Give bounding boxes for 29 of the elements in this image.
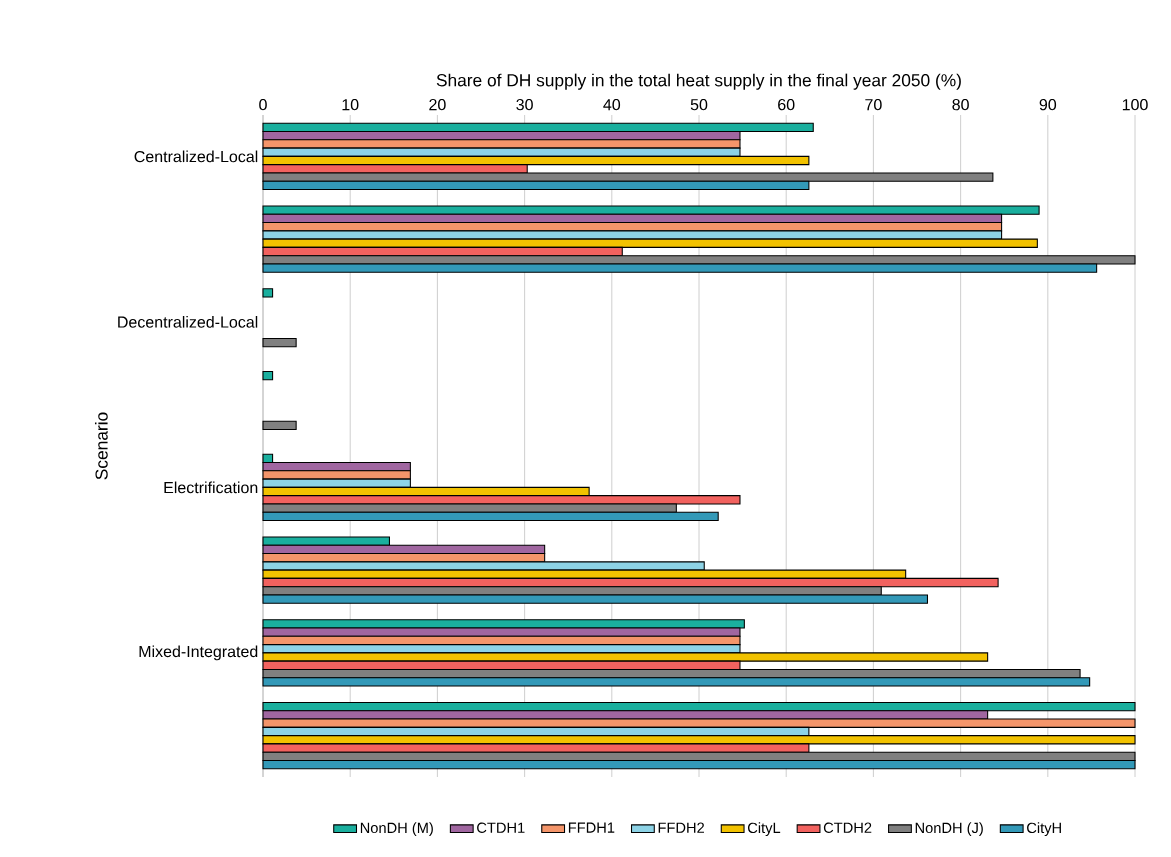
legend-label: NonDH (J)	[915, 822, 983, 836]
x-tick-label: 10	[342, 98, 359, 111]
x-axis-title: Share of DH supply in the total heat supply in the final year 2050 (%)	[436, 73, 961, 90]
bar	[262, 420, 297, 430]
y-tick-label: Decentralized-Local	[118, 316, 258, 328]
bar	[262, 337, 297, 348]
x-tick-label: 100	[1122, 98, 1148, 111]
x-tick-label: 20	[429, 98, 446, 111]
x-tick-label: 30	[516, 98, 533, 111]
x-tick-label: 0	[259, 98, 267, 111]
bar	[262, 370, 274, 381]
x-tick-label: 40	[603, 98, 621, 111]
x-tick-label: 70	[865, 98, 882, 111]
legend-label: CityH	[1027, 822, 1061, 836]
x-tick-label: 60	[778, 98, 795, 111]
y-tick-label: Centralized-Local	[134, 150, 258, 163]
legend-label: CTDH1	[477, 822, 525, 833]
y-axis-title: Scenario	[94, 412, 108, 480]
legend-label: CTDH2	[823, 822, 872, 833]
legend-label: FFDH1	[568, 822, 615, 833]
x-tick-label: 90	[1039, 98, 1057, 111]
legend-label: CityL	[747, 822, 781, 836]
x-tick-label: 80	[952, 98, 969, 111]
bar	[262, 288, 274, 298]
x-tick-label: 50	[690, 98, 708, 111]
y-tick-label: Electrification	[164, 481, 258, 494]
legend-label: FFDH2	[658, 822, 704, 833]
legend-label: NonDH (M)	[360, 822, 433, 836]
y-tick-label: Mixed-Integrated	[139, 645, 258, 661]
